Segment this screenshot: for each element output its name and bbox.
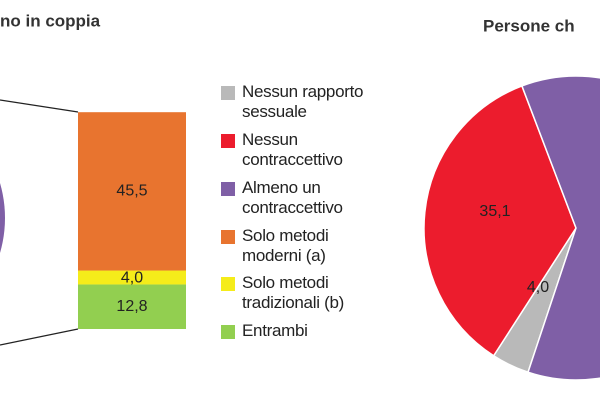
legend-label: Nessun rapporto sessuale: [242, 82, 364, 121]
cropped-pie: [0, 183, 5, 253]
value-label: 45,5: [116, 183, 147, 200]
legend-swatch: [221, 182, 235, 196]
legend-label: Almeno un contraccettivo: [242, 178, 343, 217]
legend-swatch: [221, 86, 235, 100]
bar-segment: [78, 112, 186, 271]
value-label: 4,0: [527, 279, 549, 296]
value-label: 12,8: [116, 298, 147, 315]
legend-swatch: [221, 134, 235, 148]
bar-segment: [78, 270, 186, 285]
legend-swatch: [221, 325, 235, 339]
chart-title: no in coppia: [0, 11, 101, 30]
value-label: 35,1: [479, 203, 510, 220]
legend-swatch: [221, 277, 235, 291]
pie-slice: [423, 84, 577, 357]
legend-label: Solo metodi tradizionali (b): [242, 273, 344, 312]
bar-segment: [78, 284, 186, 329]
legend-label: Entrambi: [242, 321, 308, 340]
connector: [0, 328, 79, 346]
chart-title: Persone ch: [483, 16, 575, 35]
value-label: 4,0: [121, 270, 143, 287]
legend-label: Solo metodi moderni (a): [242, 226, 329, 265]
legend-label: Nessun contraccettivo: [242, 130, 343, 169]
pie-slice: [520, 75, 600, 381]
legend-swatch: [221, 230, 235, 244]
connector: [0, 99, 79, 113]
